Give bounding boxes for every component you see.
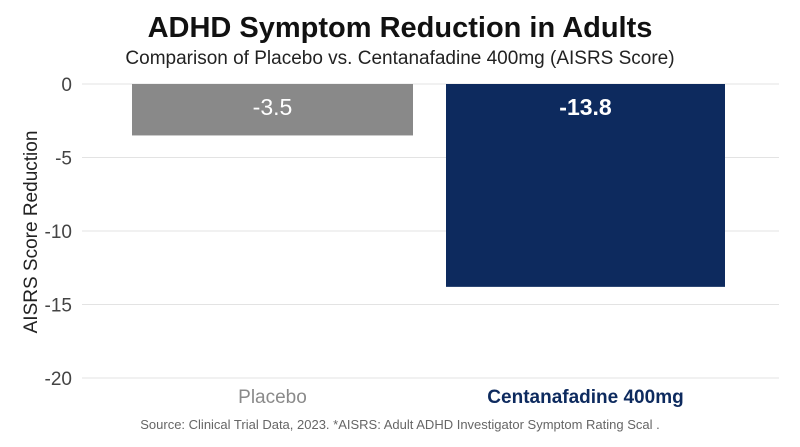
bar-centanafadine-400mg: [446, 84, 725, 287]
chart-subtitle: Comparison of Placebo vs. Centanafadine …: [125, 48, 675, 69]
data-label: -3.5: [253, 94, 293, 120]
y-tick-label: -15: [45, 296, 72, 317]
bar-placebo: [132, 84, 413, 136]
x-category-label: Placebo: [238, 387, 307, 408]
x-category-label: Centanafadine 400mg: [487, 387, 683, 408]
data-label: -13.8: [559, 94, 612, 120]
y-tick-label: 0: [61, 75, 72, 96]
y-tick-label: -20: [45, 369, 72, 390]
y-axis-label: AISRS Score Reduction: [21, 131, 42, 334]
y-tick-label: -5: [55, 149, 72, 170]
source-note: Source: Clinical Trial Data, 2023. *AISR…: [140, 417, 660, 432]
chart-title: ADHD Symptom Reduction in Adults: [147, 12, 653, 44]
y-tick-label: -10: [45, 222, 72, 243]
